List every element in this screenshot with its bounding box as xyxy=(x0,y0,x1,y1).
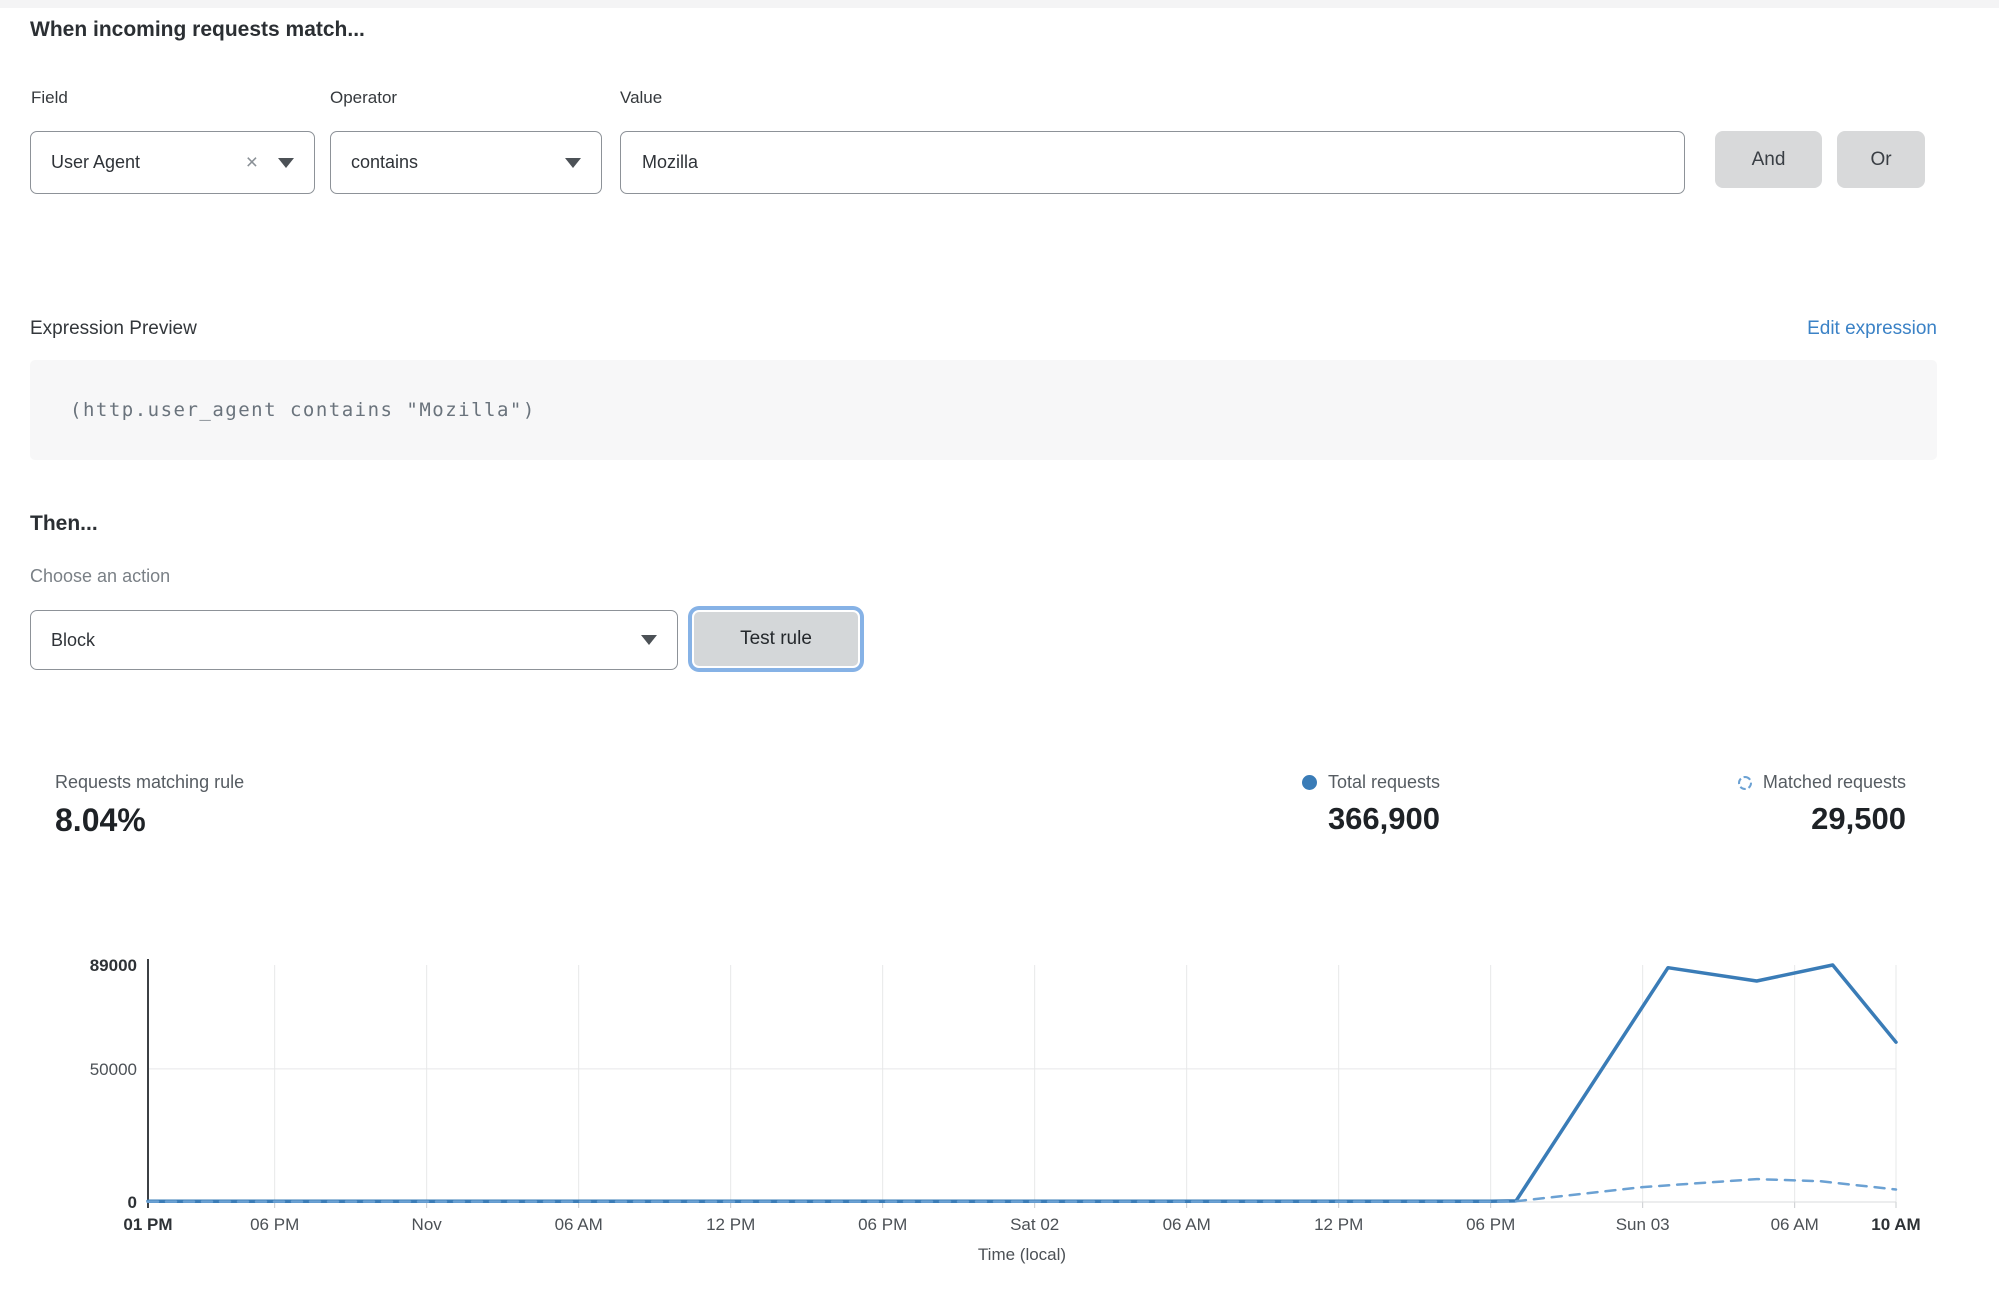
or-button[interactable]: Or xyxy=(1837,131,1925,188)
y-tick-label: 89000 xyxy=(90,956,137,975)
top-divider xyxy=(0,0,1999,8)
edit-expression-link[interactable]: Edit expression xyxy=(1807,318,1937,339)
total-requests-value: 366,900 xyxy=(1327,801,1440,836)
chevron-down-icon xyxy=(641,635,657,645)
x-tick-label: 12 PM xyxy=(1314,1215,1363,1234)
x-tick-label: 06 PM xyxy=(858,1215,907,1234)
x-axis-title: Time (local) xyxy=(978,1245,1066,1264)
legend-total-requests: Total requests 366,900 xyxy=(1301,772,1440,837)
x-tick-label: 01 PM xyxy=(123,1215,172,1234)
operator-select[interactable]: contains xyxy=(330,131,602,194)
expression-preview-label: Expression Preview xyxy=(30,318,197,339)
x-tick-label: 06 AM xyxy=(555,1215,603,1234)
x-tick-label: 06 PM xyxy=(250,1215,299,1234)
chevron-down-icon xyxy=(565,157,581,168)
value-input[interactable] xyxy=(620,131,1685,194)
expression-code: (http.user_agent contains "Mozilla") xyxy=(70,399,536,421)
operator-label: Operator xyxy=(330,88,398,107)
total-requests-label: Total requests xyxy=(1327,772,1440,792)
field-select-value: User Agent xyxy=(51,152,141,172)
match-heading: When incoming requests match... xyxy=(30,18,365,41)
action-select-value: Block xyxy=(51,629,96,650)
x-tick-label: 12 PM xyxy=(706,1215,755,1234)
x-tick-label: Sun 03 xyxy=(1616,1215,1670,1234)
matched-requests-label: Matched requests xyxy=(1762,772,1906,792)
x-tick-label: 06 AM xyxy=(1771,1215,1819,1234)
y-tick-label: 0 xyxy=(128,1193,137,1212)
matched-requests-line xyxy=(146,1177,1898,1203)
total-requests-line xyxy=(146,963,1898,1203)
then-heading: Then... xyxy=(30,512,98,535)
x-tick-label: 06 PM xyxy=(1466,1215,1515,1234)
requests-chart: 01 PM 06 PM Nov 06 AM 12 PM 06 PM Sat 02 06 AM 1… xyxy=(90,956,1921,1264)
x-tick-label: Nov xyxy=(412,1215,443,1234)
total-requests-dot-icon xyxy=(1301,775,1317,790)
and-button[interactable]: And xyxy=(1715,131,1822,188)
requests-matching-label: Requests matching rule xyxy=(55,772,245,792)
value-label: Value xyxy=(620,88,663,107)
matched-requests-dashed-circle-icon xyxy=(1737,775,1752,790)
field-select[interactable]: User Agent × xyxy=(30,131,315,194)
field-label: Field xyxy=(31,88,68,107)
field-clear-icon[interactable]: × xyxy=(245,151,258,174)
legend-matched-requests: Matched requests 29,500 xyxy=(1737,772,1906,837)
operator-select-value: contains xyxy=(351,152,419,172)
requests-matching-stat: Requests matching rule 8.04% xyxy=(55,772,244,839)
matched-requests-value: 29,500 xyxy=(1811,801,1906,836)
action-select[interactable]: Block xyxy=(30,610,678,670)
x-tick-label: 06 AM xyxy=(1163,1215,1211,1234)
choose-action-label: Choose an action xyxy=(30,566,171,586)
requests-matching-value: 8.04% xyxy=(55,802,146,838)
x-tick-label: 10 AM xyxy=(1871,1215,1920,1234)
chevron-down-icon xyxy=(278,157,294,168)
test-rule-button[interactable]: Test rule xyxy=(692,610,860,668)
expression-code-block: (http.user_agent contains "Mozilla") xyxy=(30,360,1937,460)
x-tick-label: Sat 02 xyxy=(1010,1215,1059,1234)
y-tick-label: 50000 xyxy=(90,1060,137,1079)
